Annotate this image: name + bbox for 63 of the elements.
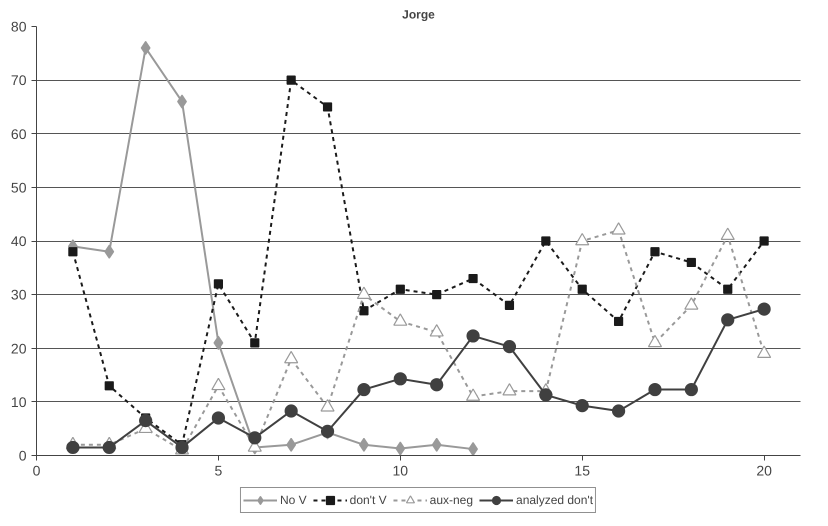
point — [213, 336, 224, 350]
point — [357, 382, 371, 396]
point — [250, 338, 260, 348]
point — [212, 411, 226, 425]
point — [104, 244, 114, 259]
point — [140, 40, 151, 56]
y-tick-label: 80 — [10, 18, 27, 34]
point — [102, 440, 116, 454]
point — [394, 372, 407, 386]
point — [396, 284, 405, 294]
point — [686, 258, 696, 268]
x-tick-label: 15 — [574, 462, 590, 478]
point — [395, 441, 406, 456]
point — [760, 236, 769, 246]
point — [758, 302, 771, 316]
y-tick-label: 10 — [10, 394, 27, 410]
point — [322, 102, 332, 112]
y-tick-label: 70 — [10, 72, 27, 88]
point — [721, 313, 734, 326]
chart-title: Jorge — [402, 8, 436, 22]
y-tick-label: 50 — [10, 179, 27, 196]
point — [66, 440, 80, 454]
point — [650, 247, 660, 256]
point — [214, 279, 224, 288]
point — [576, 399, 589, 412]
y-tick-label: 30 — [10, 286, 27, 303]
point — [723, 284, 732, 294]
legend-label: don't V — [350, 493, 387, 507]
point — [359, 306, 369, 316]
x-tick-label: 5 — [214, 462, 223, 478]
point — [578, 284, 587, 294]
legend-label: analyzed don't — [516, 493, 594, 507]
point — [466, 329, 480, 343]
point — [468, 274, 478, 284]
point — [541, 236, 550, 246]
y-tick-label: 20 — [10, 340, 27, 356]
legend-label: No V — [280, 493, 307, 507]
point — [430, 378, 444, 392]
y-tick-label: 40 — [10, 233, 27, 249]
point — [248, 431, 262, 444]
point — [139, 414, 152, 428]
legend-label: aux-neg — [430, 493, 474, 507]
point — [68, 247, 78, 256]
x-tick-label: 10 — [392, 462, 408, 478]
point — [612, 404, 626, 418]
point — [286, 76, 296, 85]
point — [286, 438, 296, 452]
point — [432, 290, 442, 300]
point — [358, 438, 369, 452]
y-tick-label: 0 — [18, 448, 27, 464]
x-tick-label: 0 — [32, 462, 41, 478]
point — [468, 442, 478, 456]
point — [502, 340, 516, 354]
point — [104, 381, 114, 390]
y-tick-label: 60 — [10, 126, 27, 142]
point — [648, 382, 662, 396]
x-tick-label: 20 — [756, 462, 772, 478]
point — [504, 300, 514, 310]
point — [614, 316, 624, 326]
point — [432, 438, 442, 452]
point — [539, 388, 552, 402]
point — [284, 404, 298, 418]
point — [684, 382, 698, 396]
